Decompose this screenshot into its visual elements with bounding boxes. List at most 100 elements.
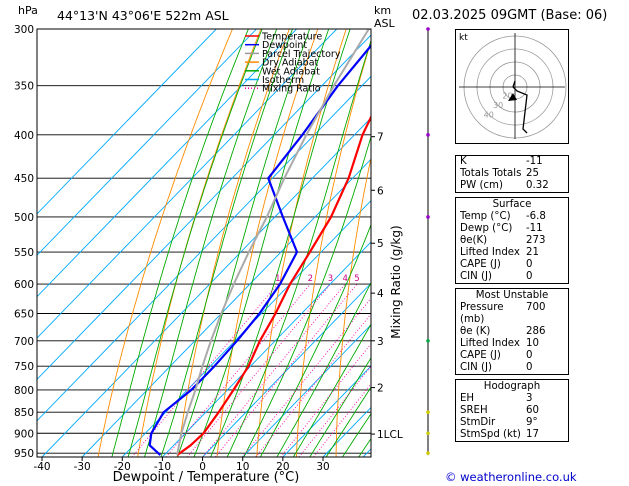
index-value: 25: [526, 168, 539, 179]
mixing-ratio-line: [280, 343, 371, 457]
pressure-unit-label: hPa: [18, 4, 38, 17]
pressure-tick-label: 350: [14, 81, 34, 93]
mixing-ratio-line: [313, 383, 371, 457]
mixing-ratio-label: 1: [275, 274, 280, 284]
index-row: K -11: [456, 156, 568, 168]
series-dewpoint: [148, 44, 371, 456]
hodo-value: 17: [526, 429, 539, 440]
mixing-ratio-line: [214, 283, 358, 457]
pressure-tick-label: 950: [14, 448, 34, 460]
surface-value: -11: [526, 223, 543, 234]
isotherm-line: [41, 117, 371, 457]
hodograph-trace: [508, 80, 528, 134]
unstable-label: Pressure (mb): [460, 302, 504, 325]
surface-row: Temp (°C) -6.8: [456, 211, 568, 223]
mixing-ratio-line: [186, 283, 331, 457]
date-title: 02.03.2025 09GMT (Base: 06): [412, 8, 608, 23]
mixing-ratio-label: 3: [328, 274, 333, 284]
dry-adiabat-line: [216, 29, 319, 457]
most-unstable-box: Most Unstable Pressure (mb) 700 θe (K) 286 L…: [455, 288, 569, 375]
isotherm-line: [37, 75, 371, 422]
isotherm-line: [37, 29, 217, 215]
hodo-row: StmSpd (kt) 17: [456, 429, 568, 441]
legend-label: Wet Adiabat: [262, 66, 320, 77]
wet-adiabat-line: [293, 323, 371, 457]
unstable-label: θe (K): [460, 326, 491, 337]
pressure-tick-label: 600: [14, 279, 34, 291]
most-unstable-title: Most Unstable: [475, 290, 549, 301]
series-parcel-trajectory: [176, 29, 370, 456]
x-tick-label: 20: [276, 461, 289, 473]
surface-row: CIN (J) 0: [456, 271, 568, 283]
wet-adiabat-line: [276, 281, 371, 457]
mixing-ratio-label: 2: [308, 274, 313, 284]
hodograph-ring-label: 20: [502, 92, 512, 101]
x-tick-label: 30: [316, 461, 329, 473]
isotherm-line: [37, 29, 297, 298]
index-label: K: [460, 156, 467, 167]
mixing-ratio-label: 25: [445, 274, 456, 284]
x-tick-label: 0: [199, 461, 206, 473]
hodograph-line: [512, 80, 528, 134]
legend-label: Temperature: [261, 32, 322, 43]
hodo-label: SREH: [460, 405, 488, 416]
dry-adiabat-line: [590, 29, 614, 457]
hodograph-frame: [455, 29, 569, 144]
mixing-ratio-label: 5: [354, 274, 359, 284]
surface-value: 21: [526, 247, 539, 258]
indices-panel: K -11 Totals Totals 25 PW (cm) 0.32 Surface T…: [455, 155, 569, 446]
surface-label: Lifted Index: [460, 247, 520, 258]
unstable-row: θe (K) 286: [456, 326, 568, 338]
pressure-tick-label: 700: [14, 336, 34, 348]
surface-row: CAPE (J) 0: [456, 259, 568, 271]
wet-adiabat-line: [127, 29, 263, 457]
pressure-tick-label: 300: [14, 24, 34, 36]
surface-value: 0: [526, 271, 533, 282]
hodo-label: StmDir: [460, 417, 496, 428]
unstable-row: Pressure (mb) 700: [456, 302, 568, 326]
surface-box: Surface Temp (°C) -6.8 Dewp (°C) -11 θe(K) 27…: [455, 197, 569, 284]
wind-barb: [426, 338, 430, 343]
dry-adiabat-line: [414, 29, 460, 457]
x-tick-label: -40: [33, 461, 50, 473]
surface-value: 0: [526, 259, 533, 270]
unstable-label: CIN (J): [460, 362, 492, 373]
pressure-tick-label: 900: [14, 428, 34, 440]
isotherm-line: [242, 324, 371, 457]
hodograph: kt 40 30 20: [455, 29, 569, 144]
dry-adiabat-line: [256, 29, 347, 457]
legend-label: Dry Adiabat: [262, 58, 319, 69]
hodo-row: SREH 60: [456, 405, 568, 417]
surface-label: θe(K): [460, 235, 488, 246]
index-row: PW (cm) 0.32: [456, 180, 568, 192]
isotherm-line: [282, 365, 371, 457]
km-tick-label: 6: [377, 185, 384, 197]
isotherm-line: [162, 241, 371, 457]
mixing-ratio-line: [165, 283, 311, 457]
isotherm-line: [37, 34, 371, 381]
unstable-value: 0: [526, 350, 533, 361]
km-tick-label: 5: [377, 238, 384, 250]
hodograph-ring-label: 30: [493, 101, 503, 110]
unstable-value: 286: [526, 326, 546, 337]
surface-value: 273: [526, 235, 546, 246]
hodograph-indices-box: Hodograph EH 3 SREH 60 StmDir 9° StmSpd (kt) 17: [455, 379, 569, 442]
unstable-row: Lifted Index 10: [456, 338, 568, 350]
dry-adiabat-line: [376, 29, 432, 457]
unstable-value: 0: [526, 362, 533, 373]
km-tick-label: 1LCL: [377, 429, 403, 441]
wet-adiabat-line: [193, 29, 330, 457]
dry-adiabat-line: [137, 29, 262, 457]
km-unit-label: km: [374, 4, 391, 17]
hodo-value: 3: [526, 393, 533, 404]
surface-label: CAPE (J): [460, 259, 501, 270]
index-value: 0.32: [526, 180, 549, 191]
wind-profile: [426, 27, 430, 456]
hodo-label: StmSpd (kt): [460, 429, 521, 440]
pressure-tick-label: 800: [14, 385, 34, 397]
asl-unit-label: ASL: [374, 17, 396, 30]
index-row: Totals Totals 25: [456, 168, 568, 180]
wind-barb: [426, 215, 430, 219]
